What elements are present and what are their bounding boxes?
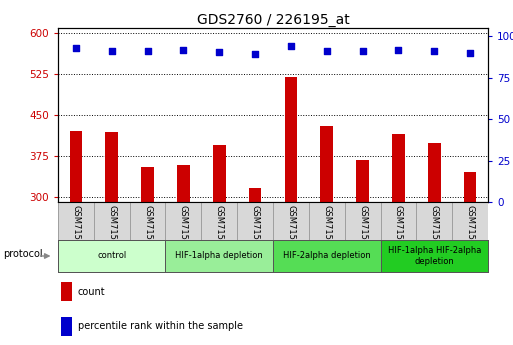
Text: GSM71542: GSM71542 bbox=[250, 205, 260, 250]
Bar bbox=[249, 188, 261, 202]
Text: percentile rank within the sample: percentile rank within the sample bbox=[77, 321, 243, 331]
Text: GSM71509: GSM71509 bbox=[107, 205, 116, 250]
Point bbox=[72, 45, 80, 51]
Point bbox=[466, 50, 474, 56]
Point bbox=[108, 48, 116, 54]
Bar bbox=[70, 131, 82, 202]
Point bbox=[430, 48, 438, 54]
Text: GSM71540: GSM71540 bbox=[179, 205, 188, 250]
Text: GSM71544: GSM71544 bbox=[322, 205, 331, 250]
Bar bbox=[106, 132, 118, 202]
Text: HIF-1alpha depletion: HIF-1alpha depletion bbox=[175, 252, 263, 260]
Bar bbox=[357, 160, 369, 202]
Point bbox=[215, 49, 223, 55]
Text: protocol: protocol bbox=[3, 249, 43, 259]
Text: GSM71545: GSM71545 bbox=[358, 205, 367, 250]
Point bbox=[287, 43, 295, 49]
Point bbox=[251, 51, 259, 57]
Text: GSM71507: GSM71507 bbox=[71, 205, 81, 250]
Text: control: control bbox=[97, 252, 126, 260]
Title: GDS2760 / 226195_at: GDS2760 / 226195_at bbox=[196, 13, 349, 27]
Bar bbox=[166, 240, 273, 272]
Text: GSM71546: GSM71546 bbox=[394, 205, 403, 250]
Bar bbox=[428, 143, 441, 202]
Point bbox=[359, 48, 367, 54]
Text: GSM71511: GSM71511 bbox=[143, 205, 152, 250]
Text: GSM71548: GSM71548 bbox=[466, 205, 475, 250]
Text: GSM71543: GSM71543 bbox=[286, 205, 295, 250]
Bar bbox=[285, 77, 297, 202]
Point bbox=[144, 48, 152, 54]
Bar bbox=[392, 134, 405, 202]
Text: HIF-1alpha HIF-2alpha
depletion: HIF-1alpha HIF-2alpha depletion bbox=[387, 246, 481, 266]
Point bbox=[323, 48, 331, 54]
Bar bbox=[58, 240, 166, 272]
Point bbox=[394, 47, 403, 52]
Bar bbox=[177, 165, 190, 202]
Bar bbox=[464, 172, 477, 202]
Bar bbox=[61, 282, 71, 301]
Text: GSM71541: GSM71541 bbox=[215, 205, 224, 250]
Bar bbox=[61, 317, 71, 336]
Text: count: count bbox=[77, 287, 105, 297]
Text: GSM71547: GSM71547 bbox=[430, 205, 439, 250]
Point bbox=[180, 47, 188, 52]
Bar bbox=[273, 240, 381, 272]
Bar bbox=[213, 145, 226, 202]
Text: HIF-2alpha depletion: HIF-2alpha depletion bbox=[283, 252, 370, 260]
Bar bbox=[381, 240, 488, 272]
Bar bbox=[321, 126, 333, 202]
Bar bbox=[141, 167, 154, 202]
